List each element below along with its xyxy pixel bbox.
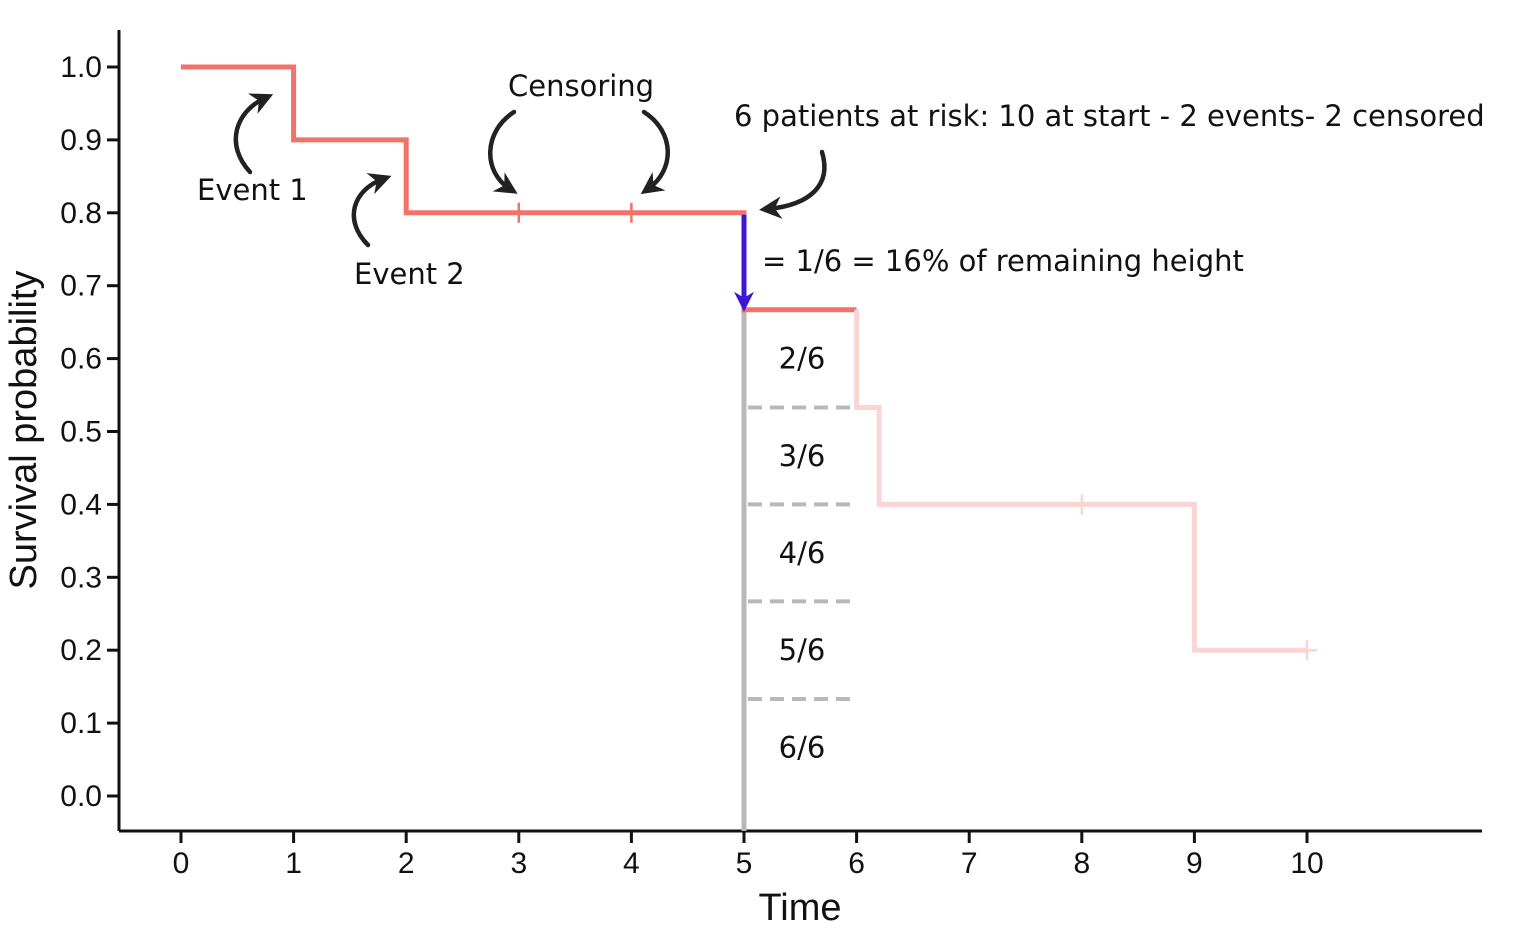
at-risk-arrow xyxy=(759,149,827,219)
x-tick-label: 0 xyxy=(173,847,190,880)
x-tick-label: 1 xyxy=(285,847,302,880)
event2-label: Event 2 xyxy=(354,257,465,291)
y-tick-label: 0.3 xyxy=(60,561,102,594)
x-tick-label: 8 xyxy=(1073,847,1090,880)
drop-label: = 1/6 = 16% of remaining height xyxy=(762,244,1244,278)
risk-fraction-label: 4/6 xyxy=(779,536,826,570)
x-tick-label: 3 xyxy=(510,847,527,880)
y-tick-label: 0.5 xyxy=(60,416,102,449)
y-axis-ticks: 0.0 0.1 0.2 0.3 0.4 0.5 0.6 0.7 0.8 0.9 1.0 xyxy=(60,51,119,813)
risk-fraction-label: 5/6 xyxy=(779,633,826,667)
x-tick-label: 7 xyxy=(961,847,978,880)
y-axis-title: Survival probability xyxy=(3,271,45,590)
y-tick-label: 0.1 xyxy=(60,707,102,740)
y-tick-label: 0.8 xyxy=(60,197,102,230)
y-tick-label: 0.2 xyxy=(60,634,102,667)
x-tick-label: 5 xyxy=(736,847,753,880)
censoring-label: Censoring xyxy=(508,69,654,103)
y-tick-label: 0.4 xyxy=(60,488,102,521)
x-tick-label: 2 xyxy=(398,847,415,880)
risk-bar: 2/6 3/6 4/6 5/6 6/6 xyxy=(741,309,857,831)
annotation-arrows xyxy=(233,93,827,248)
event1-arrow xyxy=(233,93,274,175)
event2-arrow xyxy=(351,173,392,248)
x-tick-label: 4 xyxy=(623,847,640,880)
y-tick-label: 0.6 xyxy=(60,343,102,376)
risk-fraction-label: 2/6 xyxy=(779,342,826,376)
y-tick-label: 0.0 xyxy=(60,780,102,813)
event1-label: Event 1 xyxy=(197,173,308,207)
x-tick-label: 6 xyxy=(848,847,865,880)
survival-curve-faded xyxy=(854,309,1307,653)
censoring-right-arrow xyxy=(640,109,670,195)
x-tick-label: 9 xyxy=(1186,847,1203,880)
risk-fraction-label: 6/6 xyxy=(779,731,826,765)
risk-fraction-label: 3/6 xyxy=(779,439,826,473)
censoring-left-arrow xyxy=(488,109,518,194)
at-risk-label: 6 patients at risk: 10 at start - 2 even… xyxy=(734,99,1485,133)
x-axis-ticks: 0 1 2 3 4 5 6 7 8 9 10 xyxy=(173,831,1324,880)
y-tick-label: 1.0 xyxy=(60,51,102,84)
y-tick-label: 0.9 xyxy=(60,124,102,157)
x-axis-title: Time xyxy=(758,887,841,929)
survival-curves xyxy=(181,64,1317,661)
y-tick-label: 0.7 xyxy=(60,270,102,303)
x-tick-label: 10 xyxy=(1290,847,1323,880)
